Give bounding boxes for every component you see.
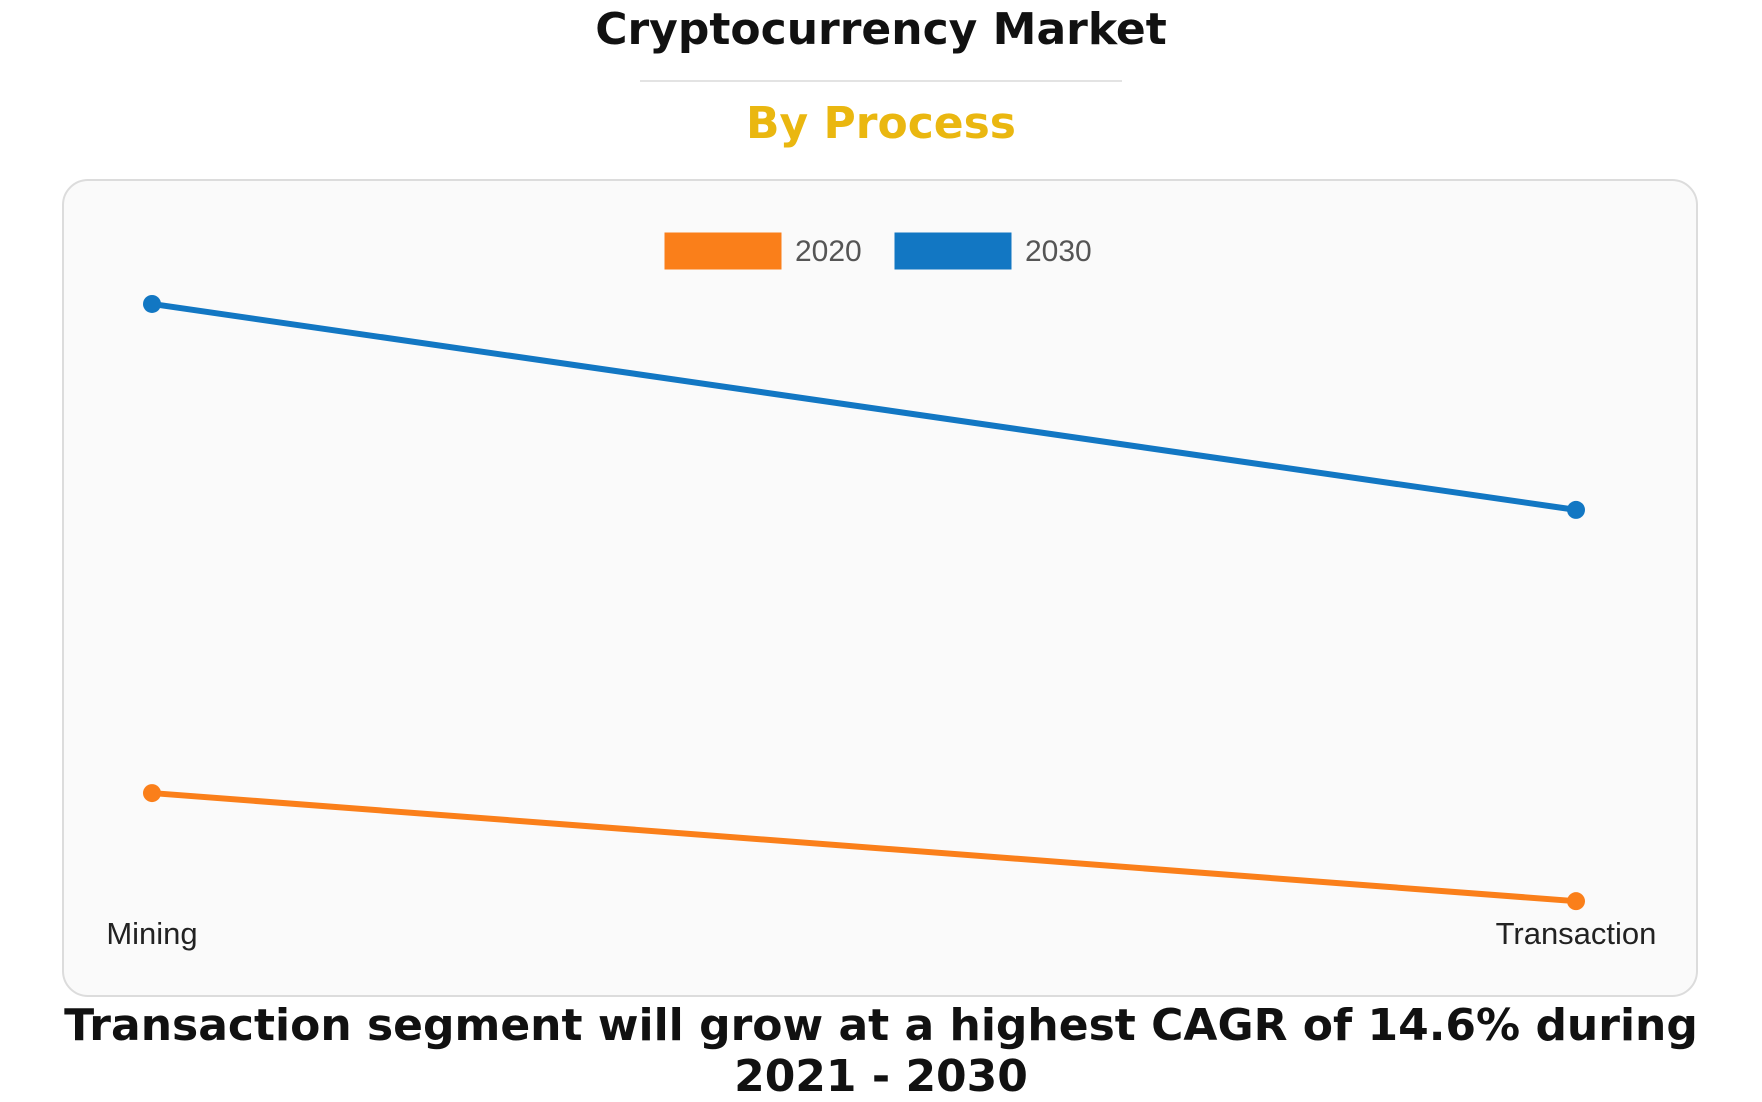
data-point-2030-mining	[143, 294, 161, 313]
line-chart: 2020 2030 Mining Transaction	[106, 232, 1656, 951]
chart-card: 2020 2030 Mining Transaction	[62, 179, 1698, 997]
title-divider	[640, 80, 1122, 82]
chart-subtitle: By Process	[745, 98, 1016, 149]
series-lines	[149, 300, 1579, 905]
legend-swatch-2020	[664, 232, 782, 270]
legend-label-2020: 2020	[795, 235, 862, 268]
series-line-2030	[149, 300, 1579, 513]
series-points	[143, 294, 1585, 911]
legend: 2020 2030	[664, 232, 1092, 270]
data-point-2020-transaction	[1567, 892, 1585, 911]
x-tick-label-mining: Mining	[106, 916, 197, 951]
legend-label-2030: 2030	[1025, 235, 1092, 268]
data-point-2030-transaction	[1567, 500, 1585, 519]
x-tick-label-transaction: Transaction	[1496, 916, 1657, 951]
chart-title: Cryptocurrency Market	[595, 4, 1167, 55]
series-line-2020	[149, 790, 1579, 905]
x-axis-labels: Mining Transaction	[106, 916, 1656, 951]
data-point-2020-mining	[143, 784, 161, 803]
footer-caption: Transaction segment will grow at a highe…	[64, 1000, 1698, 1102]
legend-swatch-2030	[894, 232, 1012, 270]
